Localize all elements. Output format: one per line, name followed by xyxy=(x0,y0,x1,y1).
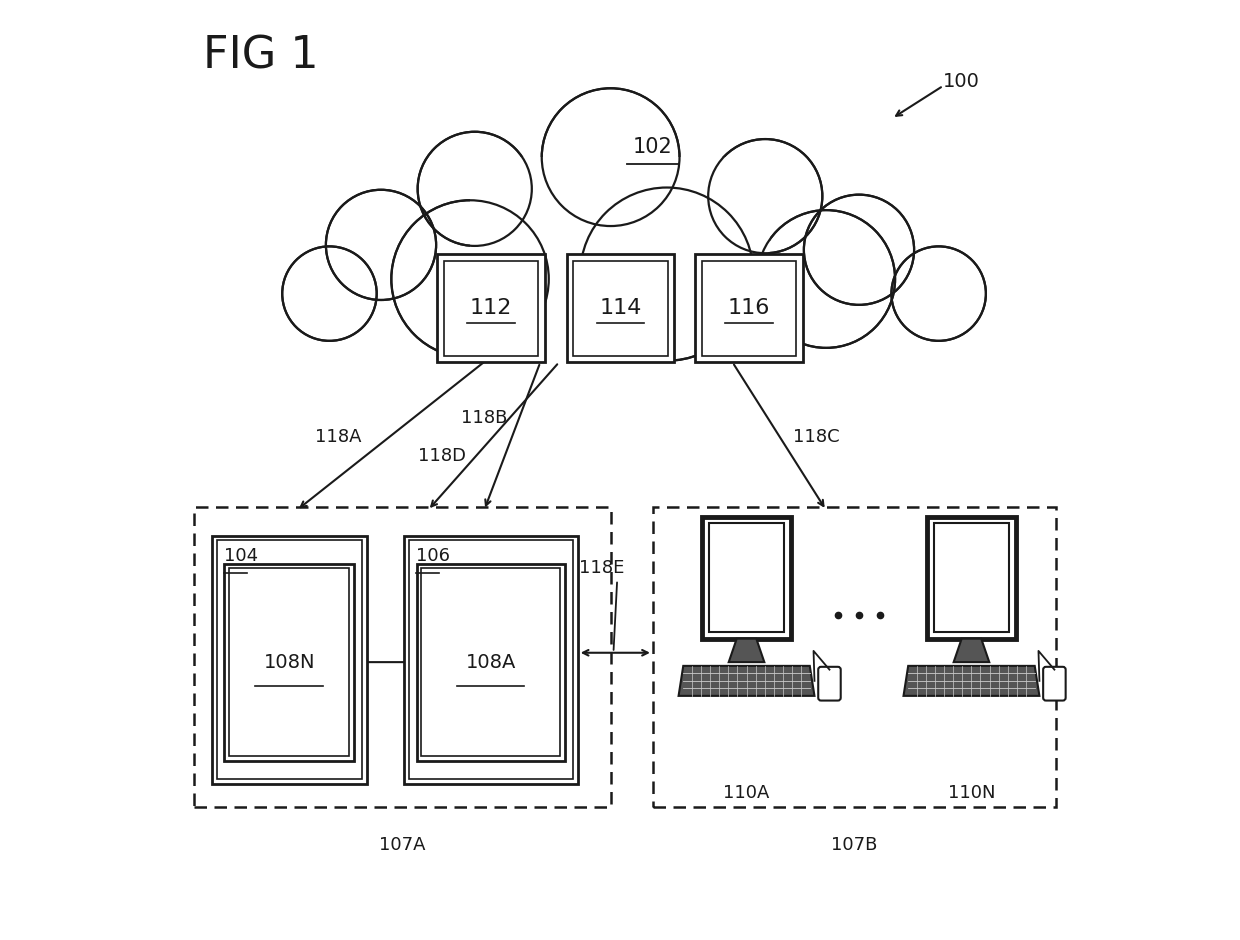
FancyBboxPatch shape xyxy=(417,564,564,760)
FancyBboxPatch shape xyxy=(652,508,1055,807)
Text: 106: 106 xyxy=(415,547,450,565)
FancyBboxPatch shape xyxy=(444,261,538,355)
Polygon shape xyxy=(729,638,764,662)
Text: 100: 100 xyxy=(944,71,980,90)
Text: 118C: 118C xyxy=(794,429,839,446)
FancyBboxPatch shape xyxy=(404,536,578,784)
Text: 107A: 107A xyxy=(379,836,425,854)
Text: 102: 102 xyxy=(632,136,672,157)
FancyBboxPatch shape xyxy=(694,255,802,362)
FancyBboxPatch shape xyxy=(422,569,560,756)
Text: FIG 1: FIG 1 xyxy=(203,34,319,77)
Text: 108N: 108N xyxy=(263,652,315,672)
Circle shape xyxy=(580,187,754,361)
FancyBboxPatch shape xyxy=(702,261,796,355)
Circle shape xyxy=(708,139,822,253)
Circle shape xyxy=(892,246,986,341)
Text: 108A: 108A xyxy=(465,652,516,672)
Text: 104: 104 xyxy=(223,547,258,565)
FancyBboxPatch shape xyxy=(708,524,785,632)
FancyBboxPatch shape xyxy=(217,540,362,779)
Text: 114: 114 xyxy=(599,298,641,319)
Circle shape xyxy=(326,190,436,300)
FancyBboxPatch shape xyxy=(470,157,770,342)
Text: 118D: 118D xyxy=(418,446,466,465)
Polygon shape xyxy=(954,638,990,662)
FancyBboxPatch shape xyxy=(409,540,573,779)
Text: 110A: 110A xyxy=(723,784,770,803)
Text: 118E: 118E xyxy=(579,559,624,577)
FancyBboxPatch shape xyxy=(193,508,610,807)
FancyBboxPatch shape xyxy=(934,524,1009,632)
Text: 112: 112 xyxy=(470,298,512,319)
Text: 107B: 107B xyxy=(831,836,878,854)
FancyBboxPatch shape xyxy=(212,536,367,784)
FancyBboxPatch shape xyxy=(229,569,350,756)
FancyBboxPatch shape xyxy=(438,255,546,362)
Polygon shape xyxy=(678,666,815,696)
Circle shape xyxy=(283,246,377,341)
Text: 118B: 118B xyxy=(461,410,507,428)
Polygon shape xyxy=(904,666,1039,696)
Text: 116: 116 xyxy=(728,298,770,319)
Circle shape xyxy=(418,132,532,246)
Text: 118A: 118A xyxy=(315,429,362,446)
FancyBboxPatch shape xyxy=(818,666,841,700)
FancyBboxPatch shape xyxy=(224,564,353,760)
FancyBboxPatch shape xyxy=(573,261,668,355)
FancyBboxPatch shape xyxy=(1043,666,1065,700)
Circle shape xyxy=(804,195,914,305)
Text: 110N: 110N xyxy=(947,784,996,803)
FancyBboxPatch shape xyxy=(567,255,675,362)
Circle shape xyxy=(758,211,895,348)
Circle shape xyxy=(542,88,680,226)
FancyBboxPatch shape xyxy=(928,517,1016,638)
Circle shape xyxy=(392,200,549,358)
FancyBboxPatch shape xyxy=(702,517,791,638)
